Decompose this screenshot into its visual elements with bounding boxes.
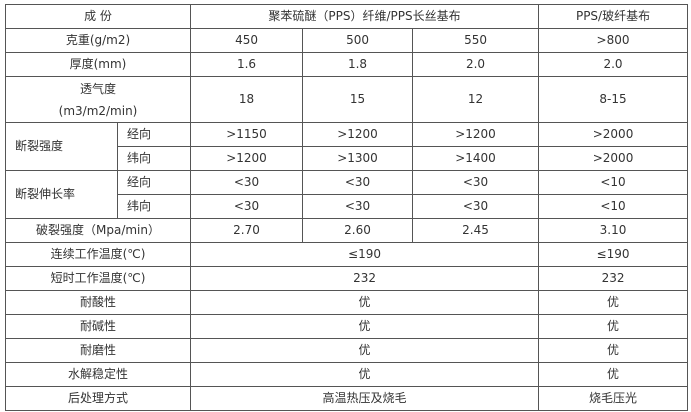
cell: 优 — [190, 362, 540, 387]
table-row: 断裂强度 经向 >1150 >1200 >1200 >2000 — [5, 122, 689, 171]
cell: 优 — [190, 290, 540, 315]
cell: <30 — [302, 170, 414, 195]
cell: 12 — [412, 76, 540, 123]
cell: >1400 — [412, 146, 540, 171]
sub-label: 纬向 — [116, 194, 192, 219]
table-row: 后处理方式 高温热压及烧毛 烧毛压光 — [4, 386, 689, 411]
cell: >1200 — [190, 146, 304, 171]
cell: 2.45 — [412, 218, 540, 243]
header-cell: 成 份 — [4, 4, 192, 29]
specs-table: 成 份聚苯硫醚（PPS）纤维/PPS长丝基布 PPS/玻纤基布 克重(g/m2) 4… — [4, 4, 689, 411]
table-row: 纬向 <30 <30 <30 <10 — [6, 194, 689, 219]
cell: 500 — [302, 28, 414, 53]
row-label: 耐磨性 — [4, 338, 192, 363]
table-row: 纬向 >1200 >1300 >1400 >2000 — [6, 146, 689, 171]
cell: 优 — [538, 290, 689, 315]
cell: 2.0 — [538, 52, 689, 77]
cell: 450 — [190, 28, 304, 53]
cell: 优 — [190, 314, 540, 339]
cell: 232 — [190, 266, 540, 291]
row-label: 破裂强度（Mpa/min） — [4, 218, 192, 243]
cell: >1200 — [302, 122, 414, 147]
cell: 优 — [538, 362, 689, 387]
table-row: 耐酸性优优 — [4, 290, 689, 315]
cell: >1200 — [412, 122, 540, 147]
table-row: 厚度(mm) 1.6 1.8 2.0 2.0 — [4, 52, 689, 77]
table-row: 耐磨性优优 — [4, 338, 689, 363]
sub-label: 经向 — [116, 170, 192, 195]
row-label: 断裂伸长率 — [5, 170, 118, 219]
table-row: 短时工作温度(℃) 232 232 — [4, 266, 689, 291]
row-label: 水解稳定性 — [4, 362, 192, 387]
cell: <30 — [412, 170, 540, 195]
row-label: 克重(g/m2) — [4, 28, 192, 53]
table-row: 水解稳定性优优 — [4, 362, 689, 387]
row-label: 厚度(mm) — [4, 52, 192, 77]
cell: ≤190 — [538, 242, 689, 267]
row-label: 后处理方式 — [4, 386, 192, 411]
row-label: 断裂强度 — [5, 122, 118, 171]
cell: <30 — [190, 194, 304, 219]
cell: ≤190 — [190, 242, 540, 267]
cell: >800 — [538, 28, 689, 53]
sub-label: 经向 — [116, 122, 192, 147]
cell: <30 — [412, 194, 540, 219]
cell: 18 — [190, 76, 304, 123]
cell: 烧毛压光 — [538, 386, 689, 411]
cell: 高温热压及烧毛 — [190, 386, 540, 411]
cell: 2.70 — [190, 218, 304, 243]
cell: 8-15 — [538, 76, 689, 123]
cell: <10 — [538, 194, 689, 219]
table-row: 破裂强度（Mpa/min） 2.70 2.60 2.45 3.10 — [4, 218, 689, 243]
cell: 2.60 — [302, 218, 414, 243]
table-row: 克重(g/m2) 450 500 550 >800 — [4, 28, 689, 53]
cell: <30 — [302, 194, 414, 219]
cell: 15 — [302, 76, 414, 123]
row-label: 短时工作温度(℃) — [4, 266, 192, 291]
cell: >2000 — [538, 122, 689, 147]
label-line: (m3/m2/min) — [58, 103, 138, 118]
row-label: 耐碱性 — [4, 314, 192, 339]
cell: <10 — [538, 170, 689, 195]
label-line: 透气度 — [80, 81, 117, 96]
table-row: 连续工作温度(℃) ≤190 ≤190 — [4, 242, 689, 267]
cell: 优 — [538, 338, 689, 363]
cell: 1.6 — [190, 52, 304, 77]
cell: 优 — [538, 314, 689, 339]
sub-label: 纬向 — [116, 146, 192, 171]
cell: >1300 — [302, 146, 414, 171]
table-row: 耐碱性优优 — [4, 314, 689, 339]
cell: 232 — [538, 266, 689, 291]
header-cell: PPS/玻纤基布 — [538, 4, 689, 29]
header-cell: 聚苯硫醚（PPS）纤维/PPS长丝基布 — [190, 4, 540, 29]
table-row: 断裂伸长率 经向 <30 <30 <30 <10 — [5, 170, 689, 219]
cell: 3.10 — [538, 218, 689, 243]
row-label: 连续工作温度(℃) — [4, 242, 192, 267]
cell: >2000 — [538, 146, 689, 171]
row-label: 透气度 (m3/m2/min) — [4, 76, 192, 123]
header-row: 成 份聚苯硫醚（PPS）纤维/PPS长丝基布 PPS/玻纤基布 — [4, 4, 689, 29]
row-label: 耐酸性 — [4, 290, 192, 315]
cell: 2.0 — [412, 52, 540, 77]
cell: 550 — [412, 28, 540, 53]
cell: >1150 — [190, 122, 304, 147]
cell: 优 — [190, 338, 540, 363]
cell: <30 — [190, 170, 304, 195]
cell: 1.8 — [302, 52, 414, 77]
table-row: 透气度 (m3/m2/min) 18 15 12 8-15 — [4, 76, 689, 123]
